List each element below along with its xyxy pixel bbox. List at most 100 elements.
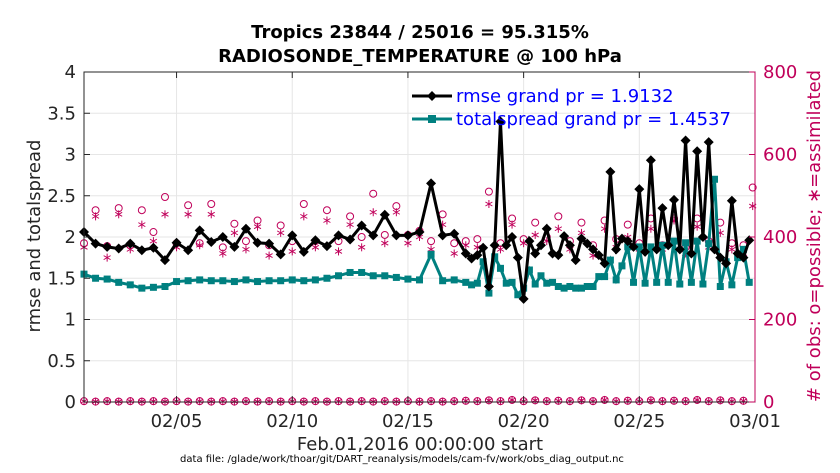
rmse-marker <box>171 237 182 248</box>
totalspread-marker <box>745 278 753 286</box>
totalspread-marker <box>149 283 157 291</box>
totalspread-marker <box>682 239 690 247</box>
rmse-marker <box>402 230 413 241</box>
rmse-marker <box>113 243 124 254</box>
obs-possible-marker <box>531 218 540 227</box>
y-tick-label-left: 0 <box>65 392 76 413</box>
totalspread-marker <box>491 253 499 261</box>
rmse-marker <box>460 248 471 259</box>
rmse-marker <box>524 236 535 247</box>
y-tick-label-left: 1.5 <box>47 268 76 289</box>
totalspread-marker <box>502 279 510 287</box>
obs-assimilated-marker <box>346 220 354 229</box>
obs-possible-marker <box>380 230 389 239</box>
obs-assimilated-marker <box>381 239 389 248</box>
totalspread-marker <box>670 237 678 245</box>
y-tick-label-right: 200 <box>763 310 797 331</box>
obs-possible-marker <box>357 233 366 241</box>
rmse-marker <box>264 238 275 249</box>
obs-assimilated-marker <box>184 210 192 219</box>
obs-assimilated-marker <box>207 210 215 219</box>
rmse-marker <box>159 255 170 266</box>
obs-assimilated-low-marker <box>195 397 204 406</box>
rmse-marker <box>686 248 697 259</box>
rmse-marker <box>663 240 674 251</box>
totalspread-marker <box>606 256 614 264</box>
rmse-marker <box>240 223 251 234</box>
rmse-marker <box>414 227 425 238</box>
obs-possible-marker <box>438 210 447 219</box>
rmse-marker <box>379 209 390 220</box>
y-tick-label-left: 3 <box>65 145 76 166</box>
obs-possible-marker <box>322 206 331 215</box>
totalspread-marker <box>676 280 684 288</box>
totalspread-marker <box>514 291 522 299</box>
totalspread-marker <box>416 276 423 284</box>
rmse-marker <box>709 244 720 255</box>
totalspread-marker <box>739 245 747 253</box>
totalspread-marker <box>508 278 516 286</box>
obs-possible-marker <box>160 192 169 201</box>
rmse-marker <box>669 194 680 205</box>
totalspread-marker <box>595 273 603 281</box>
obs-assimilated-marker <box>334 247 343 256</box>
obs-assimilated-marker <box>450 249 458 258</box>
obs-assimilated-marker <box>230 228 239 237</box>
rmse-marker <box>333 230 344 241</box>
y-tick-label-left: 2.5 <box>47 186 76 207</box>
obs-assimilated-marker <box>728 245 736 254</box>
obs-assimilated-low-marker <box>450 397 458 406</box>
legend-rmse-label: rmse grand pr = 1.9132 <box>456 86 674 107</box>
y-axis-label-right: # of obs: o=possible; ∗=assimilated <box>804 70 825 402</box>
obs-assimilated-marker <box>357 243 366 252</box>
obs-assimilated-marker <box>242 245 250 254</box>
obs-assimilated-low-marker <box>496 397 505 406</box>
y-tick-label-right: 400 <box>763 227 797 248</box>
rmse-marker <box>194 225 205 236</box>
obs-assimilated-low-marker <box>508 395 516 404</box>
rmse-marker <box>738 252 749 263</box>
totalspread-marker <box>288 276 296 284</box>
x-tick-label: 03/01 <box>729 411 781 432</box>
obs-possible-marker <box>207 200 216 208</box>
obs-assimilated-low-marker <box>473 397 482 406</box>
totalspread-marker <box>358 268 366 276</box>
rmse-marker <box>426 178 437 189</box>
y-axis-label-left: rmse and totalspread <box>24 140 45 333</box>
obs-assimilated-low-marker <box>357 397 366 406</box>
y-tick-label-left: 3.5 <box>47 103 76 124</box>
rmse-line <box>82 121 751 300</box>
totalspread-marker <box>618 262 626 270</box>
totalspread-marker <box>427 250 435 258</box>
x-tick-label: 02/10 <box>266 411 318 432</box>
rmse-marker <box>657 203 668 214</box>
x-tick-label: 02/25 <box>613 411 665 432</box>
obs-assimilated-marker <box>392 208 401 217</box>
x-tick-label: 02/05 <box>151 411 203 432</box>
totalspread-marker <box>716 283 724 290</box>
totalspread-marker <box>554 283 562 290</box>
obs-possible-marker <box>230 219 239 228</box>
rmse-marker <box>512 252 523 263</box>
rmse-marker <box>564 240 575 251</box>
totalspread-marker <box>346 268 354 276</box>
totalspread-marker <box>161 283 169 290</box>
obs-assimilated-marker <box>485 200 493 208</box>
totalspread-marker <box>635 243 643 251</box>
obs-possible-marker <box>473 235 482 244</box>
rmse-marker <box>721 258 732 269</box>
y-tick-label-right: 600 <box>763 145 797 166</box>
chart-title-line2: RADIOSONDE_TEMPERATURE @ 100 hPa <box>218 46 622 67</box>
totalspread-marker <box>115 278 123 286</box>
rmse-marker <box>356 220 367 231</box>
x-axis-label: Feb.01,2016 00:00:00 start <box>297 434 543 455</box>
rmse-marker <box>593 250 604 261</box>
totalspread-marker <box>479 258 487 266</box>
totalspread-marker <box>577 284 585 292</box>
rmse-marker <box>703 137 714 148</box>
obs-possible-marker <box>369 189 378 198</box>
totalspread-marker <box>485 289 493 297</box>
rmse-marker <box>553 250 564 261</box>
totalspread-marker <box>647 243 655 251</box>
